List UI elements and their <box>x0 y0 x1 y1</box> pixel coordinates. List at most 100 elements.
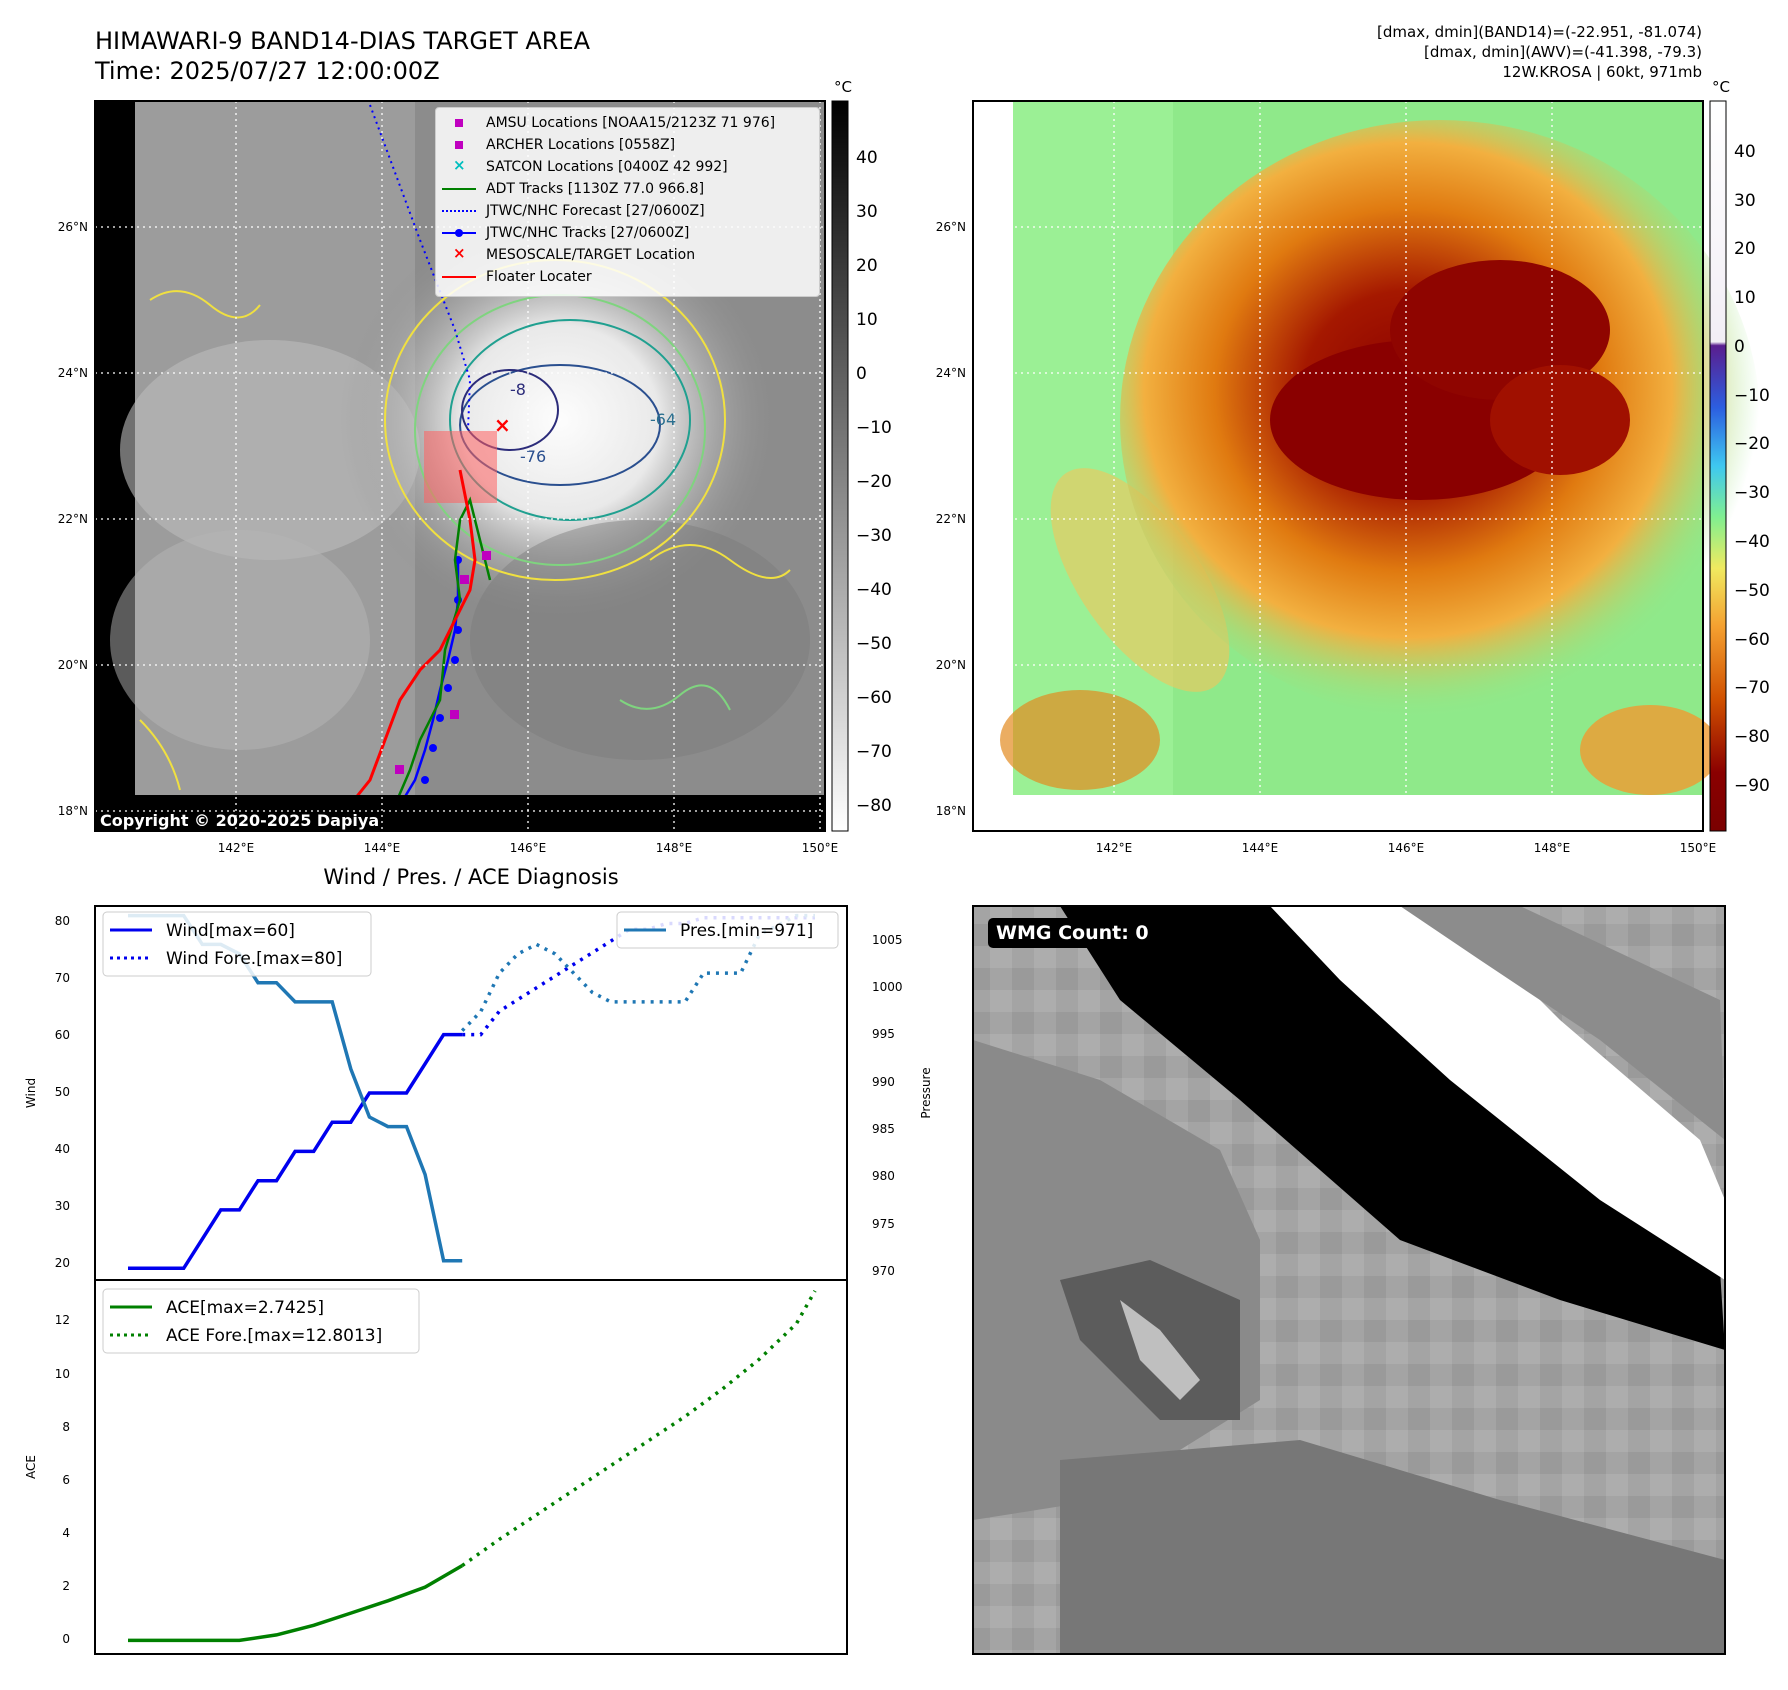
jtwc-forecast-track <box>369 104 472 431</box>
lat-label: 18°N <box>58 804 88 818</box>
ace-tick: 0 <box>62 1632 70 1646</box>
lon-label: 142°E <box>218 841 255 855</box>
legend-label: MESOSCALE/TARGET Location <box>486 247 696 263</box>
legend-label: JTWC/NHC Tracks [27/0600Z] <box>486 225 690 241</box>
lon-label: 148°E <box>1534 841 1571 855</box>
pres-tick: 1000 <box>872 980 903 994</box>
lon-label: 150°E <box>1680 841 1717 855</box>
legend-label: SATCON Locations [0400Z 42 992] <box>486 159 728 175</box>
map-legend: AMSU Locations [NOAA15/2123Z 71 976] ARC… <box>435 107 820 297</box>
ace-tick: 8 <box>62 1420 70 1434</box>
wmg-panel <box>972 905 1726 1655</box>
ace-line <box>128 1564 464 1643</box>
lat-label: 20°N <box>936 658 966 672</box>
right-map <box>972 100 1760 832</box>
diagnosis-series-layer <box>128 913 817 1643</box>
right-lat-labels: 26°N 24°N 22°N 20°N 18°N <box>936 220 966 818</box>
cbar-tick: −50 <box>1734 581 1770 601</box>
ace-y-ticks: 12 10 8 6 4 2 0 <box>55 1313 70 1646</box>
x-marker-icon: × <box>453 244 466 262</box>
pres-tick: 985 <box>872 1122 895 1136</box>
lon-label: 142°E <box>1096 841 1133 855</box>
ace-legend: ACE[max=2.7425] ACE Fore.[max=12.8013] <box>102 1288 420 1354</box>
cbar-tick: 30 <box>856 202 878 222</box>
legend-wind-fore-label: Wind Fore.[max=80] <box>166 949 342 969</box>
square-marker-icon <box>442 137 476 153</box>
ace-tick: 2 <box>62 1579 70 1593</box>
legend-item-jtwc-forecast: JTWC/NHC Forecast [27/0600Z] <box>442 200 705 222</box>
cbar-tick: −90 <box>1734 776 1770 796</box>
right-map-grid <box>973 101 1703 831</box>
cbar-tick: 10 <box>856 310 878 330</box>
pres-forecast-line <box>460 913 815 1032</box>
legend-label: ADT Tracks [1130Z 77.0 966.8] <box>486 181 705 197</box>
cbar-tick: −40 <box>856 580 892 600</box>
lat-label: 24°N <box>58 366 88 380</box>
right-colorbar: °C 40 30 20 10 0 −10 −20 −30 −40 −50 −60… <box>1709 78 1770 832</box>
pres-tick: 970 <box>872 1264 895 1278</box>
cbar-tick: −70 <box>856 742 892 762</box>
cbar-tick: 10 <box>1734 288 1756 308</box>
cbar-tick: 0 <box>856 364 867 384</box>
legend-label: ARCHER Locations [0558Z] <box>486 137 676 153</box>
left-colorbar-ticks: 40 30 20 10 0 −10 −20 −30 −40 −50 −60 −7… <box>856 148 892 816</box>
diag-line-1: [dmax, dmin](BAND14)=(-22.951, -81.074) <box>1377 23 1702 41</box>
cbar-tick: −60 <box>1734 630 1770 650</box>
floater-locater-line <box>348 469 477 806</box>
diagnosis-title: Wind / Pres. / ACE Diagnosis <box>323 865 618 889</box>
lon-label: 144°E <box>1242 841 1279 855</box>
legend-item-adt: ADT Tracks [1130Z 77.0 966.8] <box>442 178 704 200</box>
lon-label: 146°E <box>510 841 547 855</box>
left-lon-labels: 142°E 144°E 146°E 148°E 150°E <box>218 841 839 855</box>
dotted-line-icon <box>442 203 476 219</box>
ace-tick: 6 <box>62 1473 70 1487</box>
wind-legend: Wind[max=60] Wind Fore.[max=80] <box>102 911 372 977</box>
legend-item-satcon: × SATCON Locations [0400Z 42 992] <box>442 156 728 178</box>
lat-label: 18°N <box>936 804 966 818</box>
left-map: -76 -64 -8 × <box>94 100 826 832</box>
pres-legend: Pres.[min=971] <box>616 911 839 949</box>
wmg-count-badge: WMG Count: 0 <box>988 918 1157 948</box>
cbar-tick: 40 <box>1734 142 1756 162</box>
left-lat-labels: 26°N 24°N 22°N 20°N 18°N <box>58 220 88 818</box>
figure-title: HIMAWARI-9 BAND14-DIAS TARGET AREA Time:… <box>95 26 590 86</box>
colorbar-unit: °C <box>834 78 852 96</box>
lon-label: 148°E <box>656 841 693 855</box>
target-area-box <box>424 431 497 503</box>
lat-label: 20°N <box>58 658 88 672</box>
lon-label: 150°E <box>802 841 839 855</box>
lat-label: 24°N <box>936 366 966 380</box>
legend-item-mesoscale: × MESOSCALE/TARGET Location <box>442 244 695 266</box>
lat-label: 26°N <box>936 220 966 234</box>
square-marker-icon <box>442 115 476 131</box>
pres-tick: 980 <box>872 1169 895 1183</box>
ace-forecast-line <box>461 1290 817 1568</box>
x-marker-icon: × <box>453 156 466 174</box>
cbar-tick: 40 <box>856 148 878 168</box>
legend-pres-label: Pres.[min=971] <box>680 921 813 941</box>
amsu-archer-markers <box>395 551 491 774</box>
wind-tick: 80 <box>55 914 70 928</box>
title-line-1: HIMAWARI-9 BAND14-DIAS TARGET AREA <box>95 27 591 55</box>
wind-tick: 60 <box>55 1028 70 1042</box>
cbar-tick: −50 <box>856 634 892 654</box>
lat-label: 22°N <box>936 512 966 526</box>
legend-label: AMSU Locations [NOAA15/2123Z 71 976] <box>486 115 776 131</box>
ace-tick: 10 <box>55 1367 70 1381</box>
wind-forecast-line <box>462 915 815 1037</box>
cbar-tick: −30 <box>1734 483 1770 503</box>
contour-label-8: -8 <box>510 380 526 399</box>
legend-item-floater: Floater Locater <box>442 266 592 288</box>
lat-label: 26°N <box>58 220 88 234</box>
wind-tick: 70 <box>55 971 70 985</box>
cbar-tick: −40 <box>1734 532 1770 552</box>
legend-item-jtwc-tracks: JTWC/NHC Tracks [27/0600Z] <box>442 222 689 244</box>
cbar-tick: −80 <box>1734 727 1770 747</box>
contour-label-76: -76 <box>520 447 546 466</box>
adt-track-line <box>393 496 492 806</box>
cbar-tick: −70 <box>1734 678 1770 698</box>
ace-tick: 12 <box>55 1313 70 1327</box>
pres-tick: 990 <box>872 1075 895 1089</box>
legend-wind-label: Wind[max=60] <box>166 921 295 941</box>
line-dot-icon <box>442 225 476 241</box>
